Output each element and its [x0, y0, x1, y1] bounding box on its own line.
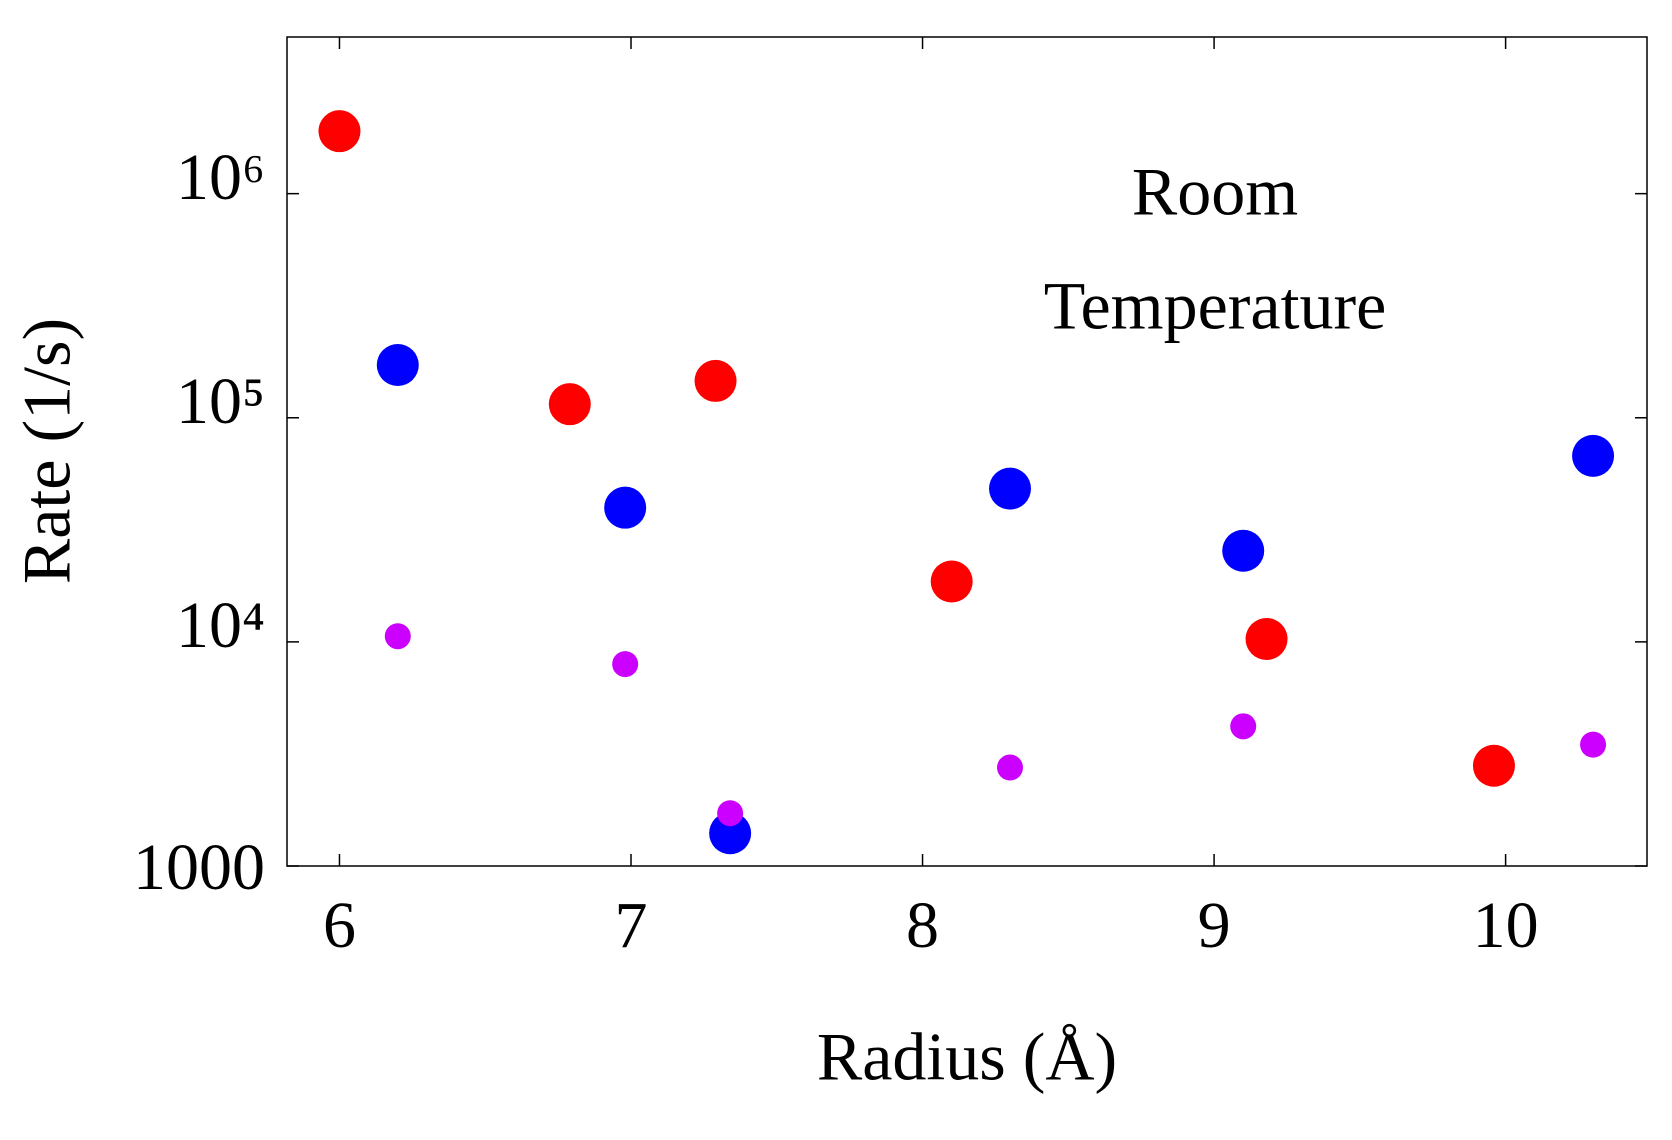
- y-tick-label: 10⁶: [176, 141, 265, 214]
- x-tick-label: 7: [615, 889, 648, 962]
- x-tick-label: 9: [1198, 889, 1231, 962]
- data-point: [1245, 618, 1288, 661]
- data-point: [997, 754, 1024, 781]
- data-point: [612, 651, 639, 678]
- y-tick-label: 10⁵: [176, 365, 265, 438]
- x-tick-label: 10: [1473, 889, 1539, 962]
- x-tick-label: 6: [323, 889, 356, 962]
- data-point: [989, 467, 1032, 510]
- y-tick-label: 10⁴: [176, 589, 265, 662]
- plot-frame: [286, 36, 1648, 867]
- data-point: [1230, 713, 1257, 740]
- data-point: [548, 383, 591, 426]
- data-point: [694, 359, 737, 402]
- annotation: Room: [1132, 154, 1298, 230]
- data-point: [1572, 434, 1615, 477]
- annotation: Temperature: [1044, 268, 1387, 344]
- data-point: [604, 486, 647, 529]
- x-tick-label: 8: [906, 889, 939, 962]
- data-point: [384, 623, 411, 650]
- x-axis-label: Radius (Å): [817, 1019, 1117, 1095]
- data-point: [930, 560, 973, 603]
- y-tick-label: 1000: [133, 831, 265, 904]
- y-axis-label: Rate (1/s): [9, 318, 85, 584]
- data-point: [1222, 529, 1265, 572]
- data-point: [1580, 731, 1607, 758]
- data-point: [376, 343, 419, 386]
- data-point: [717, 800, 744, 827]
- data-point: [318, 110, 361, 153]
- data-point: [709, 812, 752, 855]
- data-point: [1472, 744, 1515, 787]
